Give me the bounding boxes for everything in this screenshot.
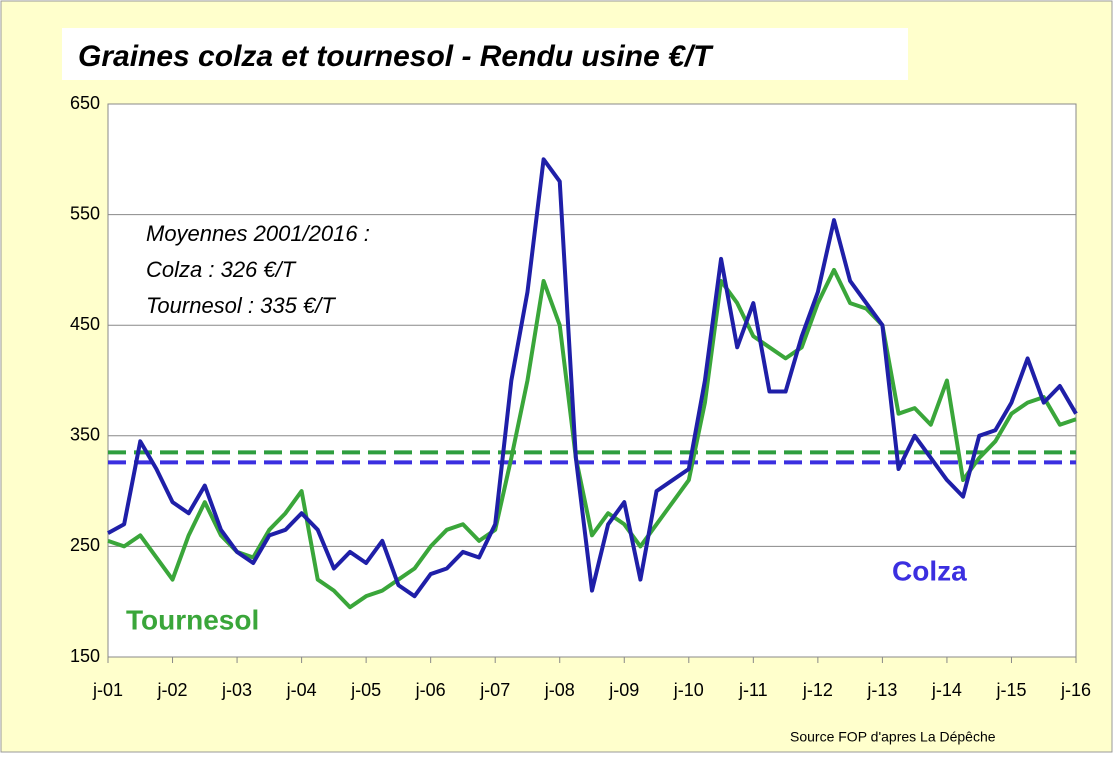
x-tick-label: j-06 (415, 680, 446, 700)
x-tick-label: j-04 (286, 680, 317, 700)
x-tick-label: j-12 (802, 680, 833, 700)
x-tick-label: j-10 (673, 680, 704, 700)
x-tick-label: j-13 (866, 680, 897, 700)
series-line (107, 157, 1078, 599)
x-tick-label: j-05 (350, 680, 381, 700)
x-tick-label: j-16 (1060, 680, 1091, 700)
x-tick-label: j-14 (931, 680, 962, 700)
annotation: Colza : 326 €/T (146, 257, 297, 282)
series-label: Tournesol (126, 604, 259, 635)
annotation: Moyennes 2001/2016 : (146, 221, 370, 246)
x-tick-label: j-03 (221, 680, 252, 700)
title-box (62, 28, 908, 80)
x-tick-label: j-02 (157, 680, 188, 700)
chart-title: Graines colza et tournesol - Rendu usine… (78, 40, 714, 73)
y-tick-label: 150 (70, 646, 100, 666)
series-line (107, 267, 1077, 610)
annotation: Tournesol : 335 €/T (146, 293, 336, 318)
y-tick-label: 450 (70, 314, 100, 334)
series-label: Colza (892, 555, 967, 586)
x-tick-label: j-11 (738, 680, 768, 700)
x-tick-label: j-07 (479, 680, 510, 700)
source: Source FOP d'apres La Dépêche (790, 729, 996, 745)
y-tick-label: 250 (70, 535, 100, 555)
x-tick-label: j-08 (544, 680, 575, 700)
x-tick-label: j-15 (995, 680, 1026, 700)
y-tick-label: 550 (70, 203, 100, 223)
x-tick-label: j-01 (92, 680, 123, 700)
y-tick-label: 350 (70, 425, 100, 445)
x-tick-label: j-09 (608, 680, 639, 700)
y-tick-label: 650 (70, 93, 100, 113)
